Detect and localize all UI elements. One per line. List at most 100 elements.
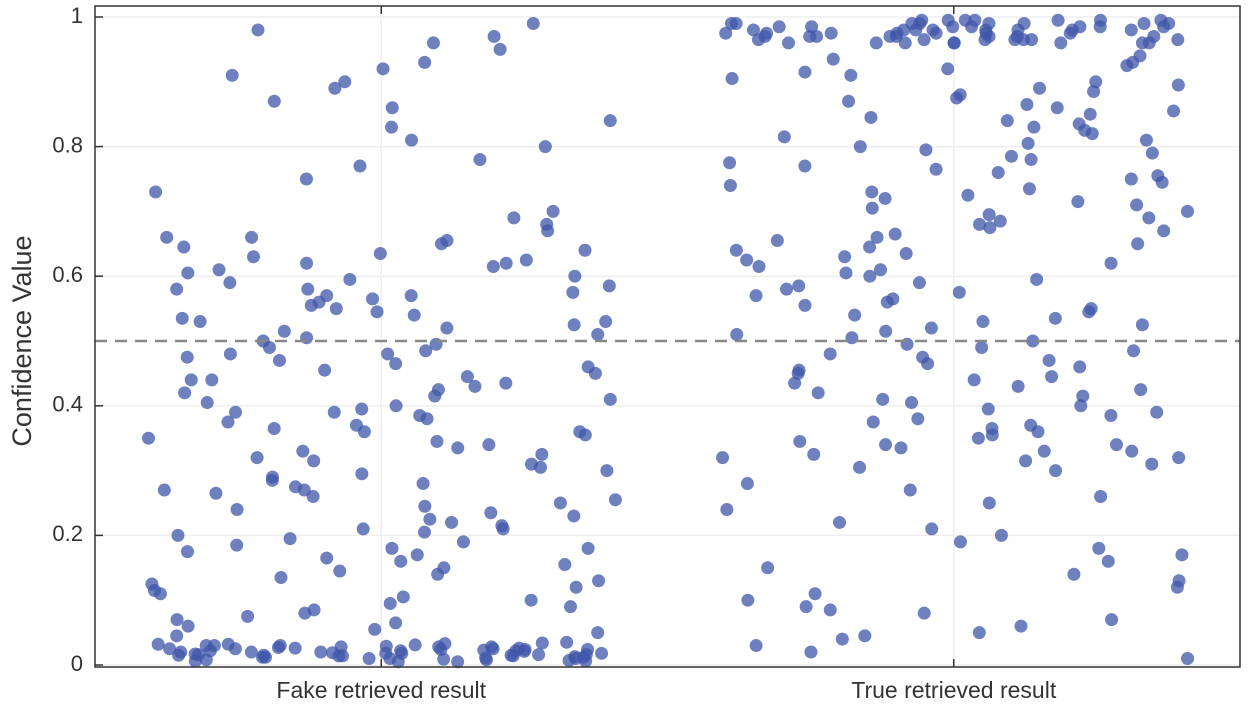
point (591, 626, 605, 640)
point (160, 230, 174, 244)
point (752, 259, 766, 273)
point (366, 292, 380, 306)
point (426, 36, 440, 50)
point (396, 590, 410, 604)
point (431, 567, 445, 581)
point (1124, 172, 1138, 186)
point (981, 402, 995, 416)
point (798, 159, 812, 173)
point (994, 528, 1008, 542)
point (1051, 13, 1065, 27)
point (259, 650, 273, 664)
point (356, 522, 370, 536)
point (1120, 59, 1134, 73)
point (811, 386, 825, 400)
point (1135, 36, 1149, 50)
point (729, 243, 743, 257)
point (338, 75, 352, 89)
point (170, 282, 184, 296)
y-tick-label: 0.4 (52, 392, 83, 417)
point (300, 256, 314, 270)
point (578, 243, 592, 257)
point (1171, 78, 1185, 92)
point (917, 33, 931, 47)
point (368, 622, 382, 636)
point (307, 454, 321, 468)
point (1087, 85, 1101, 99)
point (389, 399, 403, 413)
point (793, 434, 807, 448)
point (199, 639, 213, 653)
point (873, 263, 887, 277)
point (230, 538, 244, 552)
point (950, 91, 964, 105)
point (1181, 652, 1195, 666)
point (824, 26, 838, 40)
point (493, 42, 507, 56)
point (876, 392, 890, 406)
point (952, 285, 966, 299)
point (385, 541, 399, 555)
point (904, 396, 918, 410)
point (971, 431, 985, 445)
point (370, 305, 384, 319)
point (591, 328, 605, 342)
point (909, 23, 923, 37)
point (1030, 272, 1044, 286)
point (437, 652, 451, 666)
point (1019, 454, 1033, 468)
point (567, 318, 581, 332)
point (1094, 490, 1108, 504)
point (592, 574, 606, 588)
point (758, 29, 772, 43)
point (581, 541, 595, 555)
point (170, 629, 184, 643)
point (1089, 75, 1103, 89)
point (163, 642, 177, 656)
point (376, 62, 390, 76)
point (225, 68, 239, 82)
point (223, 347, 237, 361)
point (911, 412, 925, 426)
point (343, 272, 357, 286)
point (362, 652, 376, 666)
point (865, 185, 879, 199)
point (468, 379, 482, 393)
point (1000, 114, 1014, 128)
point (973, 217, 987, 231)
point (1137, 16, 1151, 30)
point (1134, 383, 1148, 397)
point (982, 208, 996, 222)
point (389, 616, 403, 630)
point (180, 350, 194, 364)
point (301, 282, 315, 296)
point (1065, 23, 1079, 37)
point (171, 528, 185, 542)
point (1142, 211, 1156, 225)
point (741, 593, 755, 607)
point (1175, 548, 1189, 562)
point (958, 13, 972, 27)
point (863, 240, 877, 254)
point (1017, 33, 1031, 47)
point (1071, 195, 1085, 209)
point (379, 639, 393, 653)
point (1054, 36, 1068, 50)
point (1180, 204, 1194, 218)
point (1093, 20, 1107, 34)
point (864, 110, 878, 124)
point (541, 224, 555, 238)
point (976, 315, 990, 329)
point (180, 545, 194, 559)
point (333, 564, 347, 578)
point (968, 13, 982, 27)
point (383, 596, 397, 610)
point (1073, 360, 1087, 374)
point (484, 506, 498, 520)
point (573, 425, 587, 439)
point (808, 587, 822, 601)
point (1037, 444, 1051, 458)
point (878, 191, 892, 205)
point (888, 227, 902, 241)
